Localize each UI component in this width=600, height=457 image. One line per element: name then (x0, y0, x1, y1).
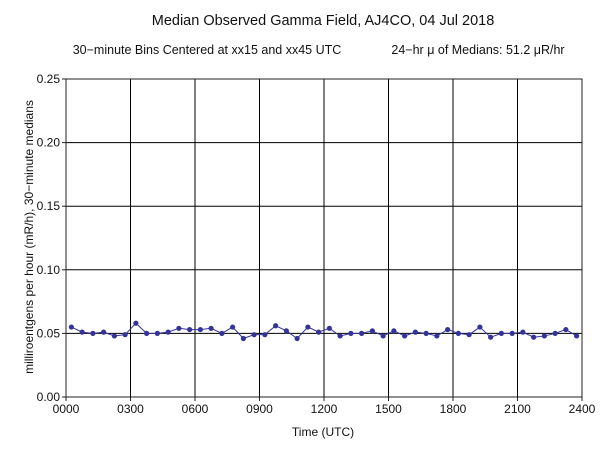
data-point (176, 325, 182, 331)
x-tick-label: 1500 (375, 402, 402, 416)
data-point (326, 325, 332, 331)
data-point (219, 330, 225, 336)
data-point (445, 326, 451, 333)
data-point (122, 332, 128, 338)
chart-title: Median Observed Gamma Field, AJ4CO, 04 J… (152, 13, 495, 29)
data-point (251, 332, 257, 338)
grid-lines (66, 79, 582, 397)
y-tick-label: 0.25 (37, 72, 61, 86)
data-point (294, 335, 300, 342)
data-point (574, 333, 580, 339)
data-point (498, 330, 504, 336)
data-point (208, 325, 214, 331)
data-point (230, 324, 236, 330)
data-point (466, 332, 472, 338)
data-point (79, 329, 85, 335)
data-point (563, 326, 569, 333)
x-tick-label: 0600 (182, 402, 209, 416)
x-tick-label: 2100 (504, 402, 531, 416)
x-tick-label: 1200 (311, 402, 338, 416)
data-point (101, 329, 107, 335)
x-tick-label: 2400 (569, 402, 596, 416)
data-series (68, 320, 580, 342)
x-tick-label: 0300 (117, 402, 144, 416)
x-tick-label: 0900 (246, 402, 273, 416)
data-point (423, 330, 429, 336)
data-point (380, 333, 386, 339)
data-point (197, 326, 203, 333)
data-point (90, 330, 96, 336)
y-axis-label: milliroentgens per hour (mR/h), 30−minut… (22, 100, 36, 374)
data-point (412, 329, 418, 335)
y-tick-label: 0.00 (37, 390, 61, 404)
chart-subtitle-bins: 30−minute Bins Centered at xx15 and xx45… (73, 43, 342, 57)
y-tick-label: 0.20 (37, 136, 61, 150)
data-point (305, 324, 311, 330)
x-tick-label: 0000 (53, 402, 80, 416)
data-point (488, 334, 494, 340)
data-point (144, 330, 150, 336)
data-point (434, 333, 440, 339)
data-point (68, 324, 74, 330)
data-point (477, 324, 483, 330)
x-axis-label: Time (UTC) (292, 425, 354, 439)
y-tick-label: 0.10 (37, 263, 61, 277)
data-point (273, 323, 279, 329)
data-point (369, 328, 375, 334)
y-tick-label: 0.15 (37, 199, 61, 213)
data-point (133, 320, 139, 326)
data-point (520, 329, 526, 335)
y-tick-label: 0.05 (37, 326, 61, 340)
data-point (316, 329, 322, 335)
data-point (359, 330, 365, 336)
data-point (262, 332, 268, 338)
data-point (531, 334, 537, 340)
data-point (337, 333, 343, 339)
data-point (165, 329, 171, 335)
axis-ticks: 0000 0300 0600 0900 1200 1500 1800 2100 2400 0.00… (37, 72, 596, 416)
data-point (541, 333, 547, 339)
data-point (348, 330, 354, 336)
data-point (509, 330, 515, 336)
data-point (187, 326, 193, 333)
data-point (111, 333, 117, 339)
data-point (240, 335, 246, 342)
x-tick-label: 1800 (440, 402, 467, 416)
data-point (283, 328, 289, 334)
data-point (402, 333, 408, 339)
data-point (552, 330, 558, 336)
data-point (455, 330, 461, 336)
data-point (391, 328, 397, 334)
chart-subtitle-mean: 24−hr μ of Medians: 51.2 μR/hr (391, 43, 564, 57)
data-point (154, 330, 160, 336)
